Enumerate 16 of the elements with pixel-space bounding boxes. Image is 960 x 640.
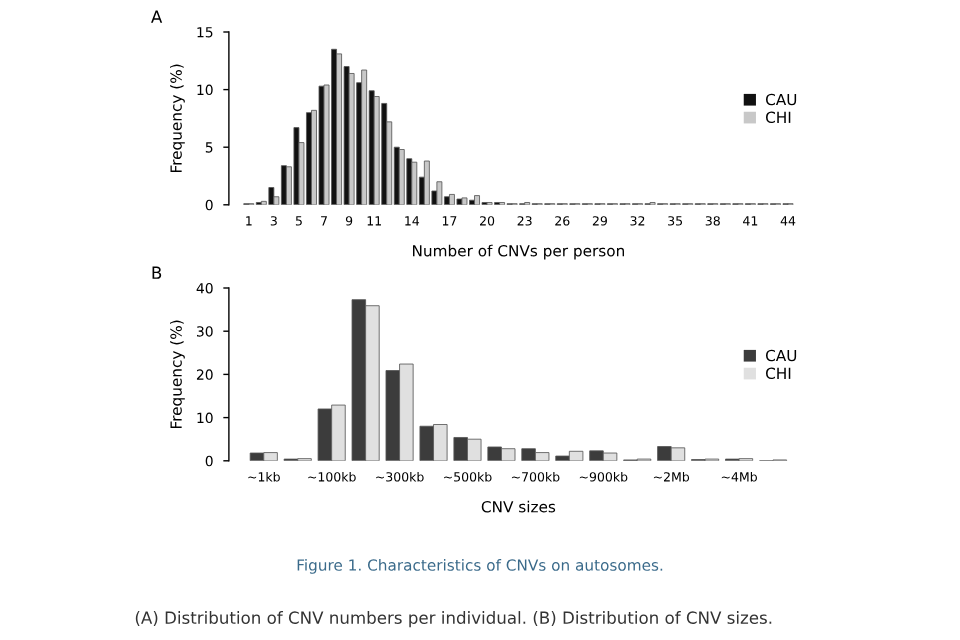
bar	[436, 181, 443, 205]
bar	[268, 187, 275, 205]
chart-title: B	[152, 266, 162, 279]
bar	[348, 73, 355, 205]
bar	[461, 197, 468, 205]
text: (A) Distribution of CNV numbers per individual. (B) Distribution of CNV sizes.	[135, 611, 772, 628]
bar	[336, 53, 342, 205]
bar	[398, 149, 405, 205]
bar	[361, 69, 368, 205]
chart-title: A	[151, 10, 163, 23]
bar	[293, 127, 300, 205]
bar	[411, 161, 418, 205]
bar	[474, 195, 480, 205]
bar	[449, 194, 455, 205]
bar	[423, 160, 430, 205]
bar	[373, 96, 380, 205]
